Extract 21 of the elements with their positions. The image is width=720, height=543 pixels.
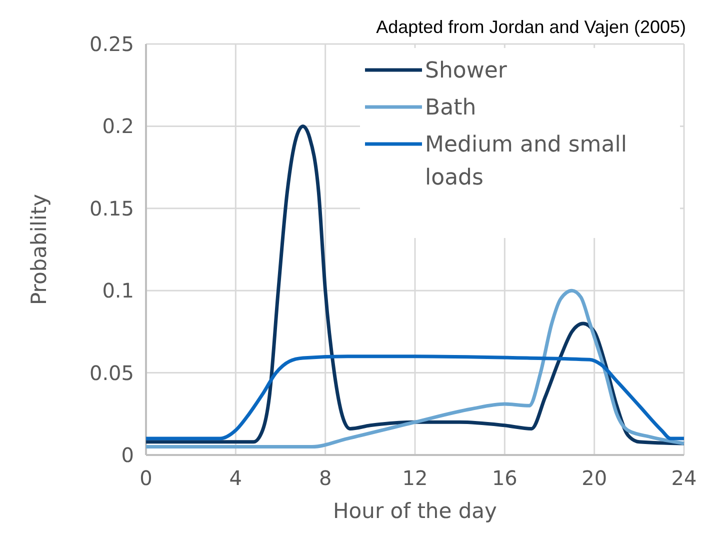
x-tick-label: 0 <box>140 466 152 490</box>
x-tick-label: 24 <box>671 466 697 490</box>
x-axis-title: Hour of the day <box>333 499 497 523</box>
legend-label: Shower <box>425 58 508 84</box>
line-series <box>144 288 686 449</box>
x-tick-label: 8 <box>318 466 332 490</box>
line-series <box>144 354 686 440</box>
y-tick-label: 0.05 <box>89 360 134 385</box>
y-tick-label: 0.1 <box>102 278 134 303</box>
y-tick-label: 0 <box>121 443 134 467</box>
legend-label: Bath <box>425 96 476 121</box>
x-tick-label: 12 <box>402 466 428 490</box>
x-tick-label: 16 <box>492 466 518 490</box>
text: Adapted from Jordan and Vajen (2005) <box>376 17 686 37</box>
y-tick-label: 0.15 <box>89 196 134 220</box>
y-axis-title: Probability <box>27 194 51 306</box>
y-tick-label: 0.25 <box>89 32 134 56</box>
y-tick-label: 0.2 <box>102 114 134 138</box>
legend-label: Medium and small loads <box>425 132 627 191</box>
x-tick-label: 20 <box>582 466 608 490</box>
x-tick-label: 4 <box>229 466 242 490</box>
